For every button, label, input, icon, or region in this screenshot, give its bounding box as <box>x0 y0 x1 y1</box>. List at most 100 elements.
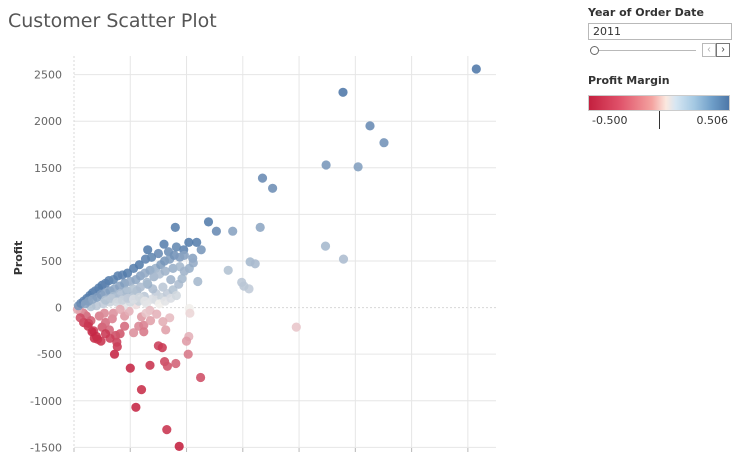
year-prev-button[interactable]: ‹ <box>702 43 716 57</box>
legend-labels: -0.500 0.506 <box>588 111 734 129</box>
data-point[interactable] <box>99 308 109 318</box>
data-point[interactable] <box>134 260 144 270</box>
data-point[interactable] <box>147 252 157 262</box>
data-point[interactable] <box>320 241 331 251</box>
data-point[interactable] <box>365 121 375 131</box>
legend-min-label: -0.500 <box>592 114 628 127</box>
y-tick-label: 1000 <box>34 208 62 221</box>
profit-margin-legend: Profit Margin -0.500 0.506 <box>588 74 734 129</box>
data-point[interactable] <box>158 282 168 292</box>
data-point[interactable] <box>196 372 206 383</box>
y-tick-label: 0 <box>55 302 62 315</box>
data-point[interactable] <box>223 265 233 275</box>
data-point[interactable] <box>184 237 194 247</box>
data-point[interactable] <box>100 317 111 328</box>
data-point[interactable] <box>145 316 156 326</box>
data-point[interactable] <box>139 320 149 330</box>
data-point[interactable] <box>75 313 85 323</box>
data-point[interactable] <box>142 277 152 287</box>
data-point[interactable] <box>160 266 170 276</box>
legend-center-marker <box>659 111 660 129</box>
data-point[interactable] <box>268 183 278 193</box>
profit-margin-legend-title: Profit Margin <box>588 74 670 87</box>
color-gradient-bar <box>588 95 730 111</box>
data-point[interactable] <box>257 173 268 183</box>
chevron-right-icon: › <box>721 44 725 55</box>
year-slider-track[interactable] <box>592 50 696 51</box>
y-tick-label: 2500 <box>34 69 62 82</box>
year-filter: Year of Order Date 2011 ‹ › <box>588 6 734 57</box>
data-point[interactable] <box>165 313 175 323</box>
data-point[interactable] <box>171 242 181 252</box>
data-point[interactable] <box>239 281 249 291</box>
data-point[interactable] <box>161 325 171 335</box>
data-point[interactable] <box>338 254 349 264</box>
data-point[interactable] <box>203 217 214 227</box>
data-point[interactable] <box>108 308 118 318</box>
data-point[interactable] <box>177 274 187 284</box>
data-point[interactable] <box>211 226 221 236</box>
data-point[interactable] <box>152 309 162 319</box>
data-point[interactable] <box>471 64 481 74</box>
data-point[interactable] <box>128 284 138 294</box>
data-point[interactable] <box>170 222 180 232</box>
data-point[interactable] <box>115 304 125 314</box>
data-point[interactable] <box>179 266 189 276</box>
data-point[interactable] <box>291 322 301 332</box>
y-tick-label: -1500 <box>30 441 62 454</box>
year-slider-handle[interactable] <box>590 46 599 55</box>
data-point[interactable] <box>135 282 145 292</box>
data-point[interactable] <box>136 385 147 395</box>
data-point[interactable] <box>125 363 135 373</box>
data-point[interactable] <box>143 245 153 255</box>
data-point[interactable] <box>162 425 172 435</box>
data-point[interactable] <box>321 160 331 170</box>
y-tick-label: 1500 <box>34 162 62 175</box>
data-point[interactable] <box>115 329 125 339</box>
data-point[interactable] <box>140 296 150 306</box>
data-point[interactable] <box>159 239 169 249</box>
data-point[interactable] <box>171 358 181 369</box>
data-point[interactable] <box>145 360 155 370</box>
year-next-button[interactable]: › <box>716 43 730 57</box>
data-point[interactable] <box>255 222 265 232</box>
data-point[interactable] <box>192 237 202 247</box>
data-point[interactable] <box>250 259 260 269</box>
data-point[interactable] <box>162 361 172 371</box>
data-point[interactable] <box>120 321 130 331</box>
data-point[interactable] <box>153 248 163 259</box>
y-tick-label: 2000 <box>34 115 62 128</box>
data-point[interactable] <box>157 343 167 353</box>
data-points <box>72 64 481 451</box>
data-point[interactable] <box>100 329 111 339</box>
chart-title: Customer Scatter Plot <box>8 10 217 32</box>
data-point[interactable] <box>196 245 206 255</box>
data-point[interactable] <box>379 138 389 148</box>
legend-max-label: 0.506 <box>696 114 729 127</box>
year-filter-input[interactable]: 2011 <box>588 23 732 40</box>
data-point[interactable] <box>174 441 184 451</box>
data-point[interactable] <box>139 327 149 337</box>
y-tick-label: -1000 <box>30 395 62 408</box>
data-point[interactable] <box>181 336 192 346</box>
data-point[interactable] <box>141 308 151 318</box>
data-point[interactable] <box>188 258 198 268</box>
data-point[interactable] <box>353 162 363 172</box>
data-point[interactable] <box>109 349 120 359</box>
data-point[interactable] <box>338 87 348 97</box>
data-point[interactable] <box>179 250 189 260</box>
year-filter-label: Year of Order Date <box>588 6 704 19</box>
data-point[interactable] <box>158 317 168 327</box>
year-slider-row: ‹ › <box>588 43 734 57</box>
data-point[interactable] <box>131 402 141 412</box>
data-point[interactable] <box>124 306 134 316</box>
data-point[interactable] <box>185 308 195 318</box>
y-axis-label: Profit <box>12 241 25 275</box>
data-point[interactable] <box>166 275 176 285</box>
data-point[interactable] <box>193 276 203 287</box>
data-point[interactable] <box>228 226 238 236</box>
data-point[interactable] <box>129 328 139 338</box>
data-point[interactable] <box>171 290 181 301</box>
data-point[interactable] <box>183 349 193 359</box>
